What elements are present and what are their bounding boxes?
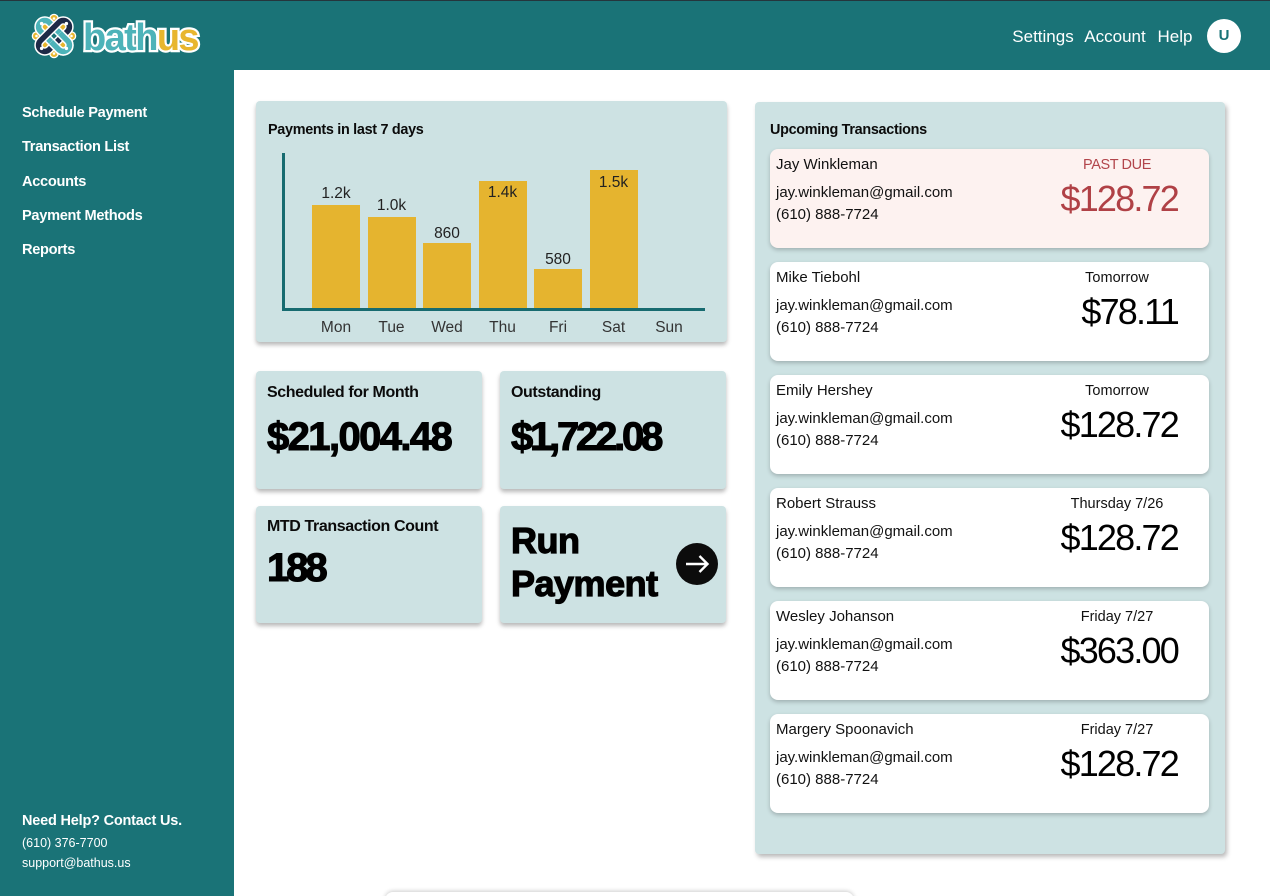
svg-text:bathus: bathus — [83, 17, 198, 59]
